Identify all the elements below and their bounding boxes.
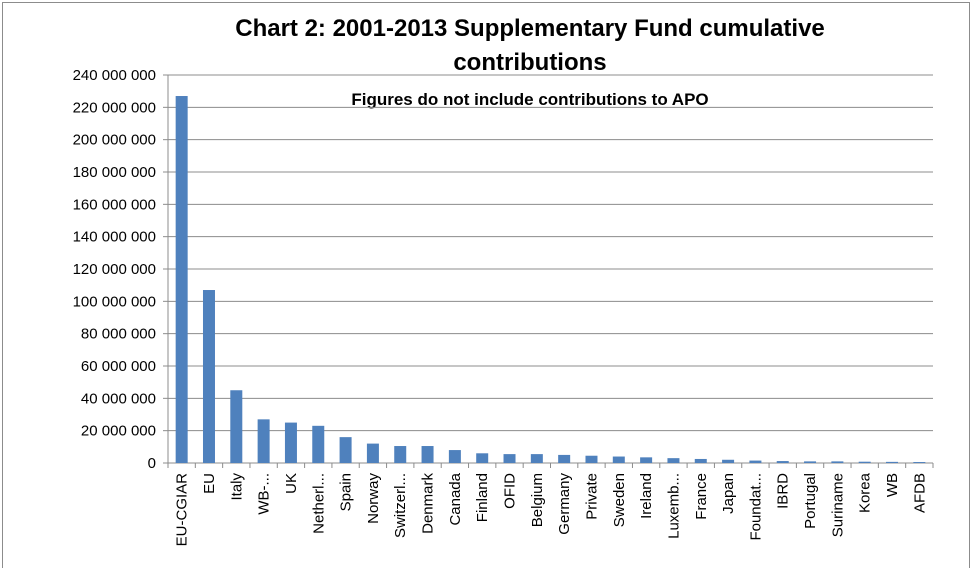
y-tick-label: 140 000 000	[73, 229, 156, 246]
y-tick-label: 180 000 000	[73, 164, 156, 181]
x-tick-label: Germany	[556, 473, 573, 535]
x-tick-label: Italy	[228, 473, 245, 501]
bar	[530, 454, 543, 463]
x-tick-label: Foundat...	[747, 473, 764, 541]
bar	[667, 458, 680, 463]
x-tick-label: Switzerl...	[392, 473, 409, 538]
bar	[558, 454, 571, 463]
x-tick-label: EU-CGIAR	[174, 473, 191, 547]
bar	[694, 458, 707, 463]
x-tick-label: WB	[884, 473, 901, 497]
x-tick-label: Luxemb...	[665, 473, 682, 539]
x-tick-label: Sweden	[611, 473, 628, 527]
bar	[858, 461, 871, 463]
x-tick-label: Portugal	[802, 473, 819, 529]
x-tick-label: Netherl...	[310, 473, 327, 534]
x-tick-label: Korea	[857, 472, 874, 513]
bar	[421, 446, 434, 463]
x-tick-label: Denmark	[420, 473, 437, 534]
x-tick-label: AFDB	[911, 473, 928, 513]
y-tick-label: 240 000 000	[73, 67, 156, 84]
x-tick-label: Norway	[365, 473, 382, 524]
bar	[366, 443, 379, 463]
chart-title: Chart 2: 2001-2013 Supplementary Fund cu…	[235, 15, 825, 42]
y-tick-label: 0	[148, 455, 156, 472]
bar	[886, 461, 899, 463]
x-tick-label: EU	[201, 473, 218, 494]
x-tick-label: Suriname	[829, 473, 846, 537]
bar	[312, 425, 325, 463]
chart-subtitle: Figures do not include contributions to …	[351, 90, 709, 109]
bar	[722, 459, 735, 463]
y-tick-label: 160 000 000	[73, 196, 156, 213]
bar	[612, 456, 625, 463]
x-tick-label: Ireland	[638, 473, 655, 519]
bar	[339, 437, 352, 463]
y-tick-label: 80 000 000	[81, 326, 156, 343]
x-tick-label: UK	[283, 473, 300, 494]
y-tick-label: 100 000 000	[73, 293, 156, 310]
x-tick-label: France	[693, 473, 710, 520]
x-tick-label: Japan	[720, 473, 737, 514]
y-tick-label: 200 000 000	[73, 132, 156, 149]
bar	[448, 450, 461, 463]
bar	[749, 460, 762, 463]
x-tick-label: Belgium	[529, 473, 546, 527]
x-tick-label: OFID	[502, 473, 519, 509]
bar	[284, 422, 297, 463]
bar	[585, 455, 598, 463]
x-tick-label: Spain	[338, 473, 355, 511]
bar	[394, 446, 407, 463]
x-tick-label: Finland	[474, 473, 491, 522]
x-tick-label: Canada	[447, 472, 464, 525]
bar	[831, 461, 844, 463]
x-tick-label: WB-...	[256, 473, 273, 515]
y-tick-label: 120 000 000	[73, 261, 156, 278]
bar	[175, 96, 188, 464]
bar	[640, 457, 653, 463]
x-tick-label: IBRD	[775, 473, 792, 509]
y-tick-label: 220 000 000	[73, 99, 156, 116]
y-tick-label: 60 000 000	[81, 358, 156, 375]
bar	[230, 390, 243, 463]
bar	[913, 462, 926, 463]
bar	[476, 453, 489, 463]
x-tick-label: Private	[583, 473, 600, 520]
chart-title-line2: contributions	[453, 49, 607, 76]
y-tick-label: 20 000 000	[81, 423, 156, 440]
bar	[804, 461, 817, 463]
bar	[202, 290, 215, 463]
bar	[776, 461, 789, 463]
bar	[257, 419, 270, 463]
y-tick-label: 40 000 000	[81, 390, 156, 407]
bar	[503, 454, 516, 463]
